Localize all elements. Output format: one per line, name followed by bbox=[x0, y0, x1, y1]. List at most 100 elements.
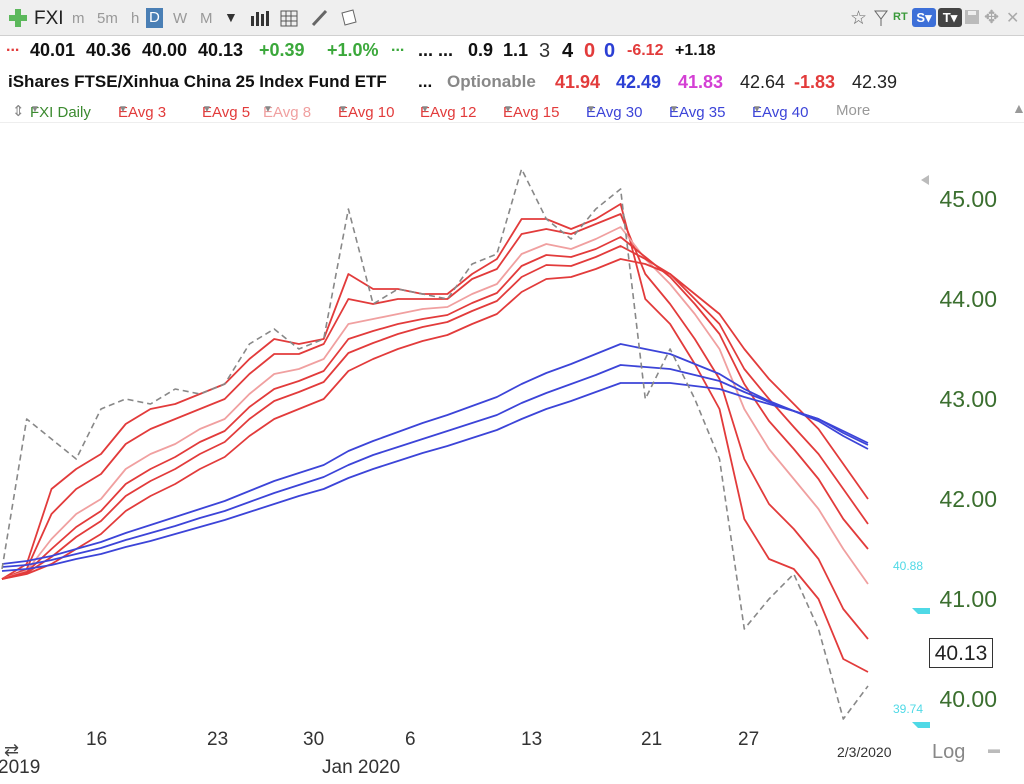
y-tick-label: 45.00 bbox=[939, 186, 997, 212]
chart-markers bbox=[912, 175, 930, 728]
legend-collapse-icon[interactable]: ▲ bbox=[1012, 100, 1024, 116]
legend-sort-icon[interactable]: ⇕ bbox=[12, 103, 25, 120]
price-3: 41.83 bbox=[678, 72, 724, 92]
t-badge-label: T bbox=[942, 10, 951, 25]
last-price-tag: 40.13 bbox=[929, 638, 993, 668]
symbol-label[interactable]: FXI bbox=[34, 8, 64, 29]
y-tick-label: 42.00 bbox=[939, 486, 997, 512]
close-icon[interactable]: ✕ bbox=[1006, 10, 1020, 27]
s-badge-label: S bbox=[916, 10, 926, 25]
scale-dropdown-icon[interactable]: ▬ bbox=[988, 742, 1000, 756]
t-badge[interactable]: T▾ bbox=[938, 8, 962, 27]
stat-value-3: 3 bbox=[539, 40, 551, 62]
timeframe-month[interactable]: M bbox=[200, 10, 213, 27]
x-tick-label: 13 bbox=[521, 729, 543, 750]
series-line-eavg-35[interactable] bbox=[1, 364, 869, 568]
bar-chart-icon[interactable] bbox=[250, 10, 270, 26]
series-line-eavg-8[interactable] bbox=[1, 226, 869, 585]
alert-flag-icon[interactable] bbox=[873, 9, 889, 27]
legend-label: EAvg 35 bbox=[669, 104, 726, 121]
series-line-eavg-40[interactable] bbox=[1, 382, 869, 572]
legend-label: FXI Daily bbox=[30, 104, 91, 121]
change-value: +0.39 bbox=[259, 40, 305, 60]
stat-value-2: 1.1 bbox=[503, 40, 529, 60]
series-line-eavg-10[interactable] bbox=[1, 236, 869, 580]
y-tick-label: 40.00 bbox=[939, 686, 997, 712]
timeframe-hour[interactable]: h bbox=[131, 10, 140, 27]
series-line-eavg-12[interactable] bbox=[1, 245, 869, 580]
y-axis: 45.00 44.00 43.00 42.00 41.00 40.00 bbox=[939, 186, 997, 712]
legend-label: EAvg 12 bbox=[420, 104, 477, 121]
cyan-level-upper: 40.88 bbox=[893, 559, 924, 573]
price-chart[interactable]: 45.00 44.00 43.00 42.00 41.00 40.00 bbox=[0, 122, 1024, 784]
quote-dots: ... ... bbox=[418, 40, 454, 60]
price-2: 42.49 bbox=[616, 72, 662, 92]
chevron-down-icon[interactable]: ▼ bbox=[30, 104, 40, 115]
last-date-label: 2/3/2020 bbox=[837, 744, 892, 760]
chevron-down-icon[interactable]: ▼ bbox=[202, 104, 212, 115]
price-6: 42.39 bbox=[852, 72, 898, 92]
close-value: 40.13 bbox=[198, 40, 244, 60]
refresh-icon[interactable]: ⇄ bbox=[4, 740, 20, 760]
timeframe-minute[interactable]: m bbox=[72, 10, 85, 27]
legend-label: EAvg 8 bbox=[263, 104, 312, 121]
cyan-level-marker bbox=[912, 722, 930, 728]
chevron-down-icon[interactable]: ▼ bbox=[118, 104, 128, 115]
save-icon[interactable] bbox=[964, 9, 980, 25]
low-value: 40.00 bbox=[142, 40, 188, 60]
stat-value-8: +1.18 bbox=[675, 42, 716, 59]
chevron-down-icon[interactable]: ▼ bbox=[503, 104, 513, 115]
x-tick-label: 23 bbox=[207, 729, 229, 750]
star-icon[interactable]: ☆ bbox=[850, 8, 868, 29]
chevron-down-icon[interactable]: ▼ bbox=[420, 104, 430, 115]
legend-label: EAvg 15 bbox=[503, 104, 560, 121]
series-line-eavg-15[interactable] bbox=[1, 258, 869, 580]
x-tick-label: 21 bbox=[641, 729, 663, 750]
stat-value-4: 4 bbox=[562, 40, 574, 62]
series-layer bbox=[1, 168, 869, 720]
fund-name: iShares FTSE/Xinhua China 25 Index Fund … bbox=[8, 72, 387, 91]
open-value: 40.01 bbox=[30, 40, 76, 60]
grid-add-icon[interactable] bbox=[280, 8, 300, 28]
stat-value-7: -6.12 bbox=[627, 42, 664, 59]
add-icon[interactable] bbox=[8, 8, 28, 28]
price-1: 41.94 bbox=[555, 72, 601, 92]
chevron-down-icon[interactable]: ▼ bbox=[263, 104, 273, 115]
chevron-down-icon[interactable]: ▼ bbox=[338, 104, 348, 115]
timeframe-week[interactable]: W bbox=[173, 10, 188, 27]
y-tick-label: 43.00 bbox=[939, 386, 997, 412]
chart-toolbar: FXI m 5m h D W M ▼ ☆ RT S▾ T▾ ✥ ✕ bbox=[0, 0, 1024, 36]
y-tick-label: 44.00 bbox=[939, 286, 997, 312]
legend-label: EAvg 40 bbox=[752, 104, 809, 121]
chevron-down-icon[interactable]: ▼ bbox=[752, 104, 762, 115]
chevron-down-icon[interactable]: ▼ bbox=[586, 104, 596, 115]
x-tick-label: 16 bbox=[86, 729, 108, 750]
series-line-eavg-3[interactable] bbox=[1, 203, 869, 673]
rt-badge[interactable]: RT bbox=[893, 11, 908, 23]
timeframe-dropdown-icon[interactable]: ▼ bbox=[224, 9, 238, 25]
legend-label: EAvg 30 bbox=[586, 104, 643, 121]
x-month-label: Jan 2020 bbox=[322, 757, 401, 778]
x-year-label: 2019 bbox=[0, 757, 41, 778]
series-line-fxi-daily[interactable] bbox=[1, 168, 869, 720]
chevron-down-icon[interactable]: ▼ bbox=[669, 104, 679, 115]
legend-more-link[interactable]: More bbox=[836, 102, 871, 119]
stat-value-5: 0 bbox=[584, 40, 596, 62]
legend-label: EAvg 5 bbox=[202, 104, 251, 121]
timeframe-day[interactable]: D bbox=[146, 8, 163, 28]
legend-label: EAvg 10 bbox=[338, 104, 395, 121]
quote-marker: ... bbox=[6, 38, 20, 55]
series-line-eavg-5[interactable] bbox=[1, 213, 869, 640]
series-line-eavg-30[interactable] bbox=[1, 343, 869, 565]
high-value: 40.36 bbox=[86, 40, 132, 60]
scale-log-button[interactable]: Log bbox=[932, 741, 966, 763]
price-4: 42.64 bbox=[740, 72, 786, 92]
name-row: iShares FTSE/Xinhua China 25 Index Fund … bbox=[0, 72, 1024, 98]
s-badge[interactable]: S▾ bbox=[912, 8, 936, 27]
x-tick-label: 30 bbox=[303, 729, 325, 750]
note-icon[interactable] bbox=[339, 8, 359, 28]
move-icon[interactable]: ✥ bbox=[984, 7, 1000, 27]
optionable-label: Optionable bbox=[447, 72, 536, 91]
pencil-icon[interactable] bbox=[310, 8, 330, 28]
timeframe-5min[interactable]: 5m bbox=[97, 10, 118, 27]
